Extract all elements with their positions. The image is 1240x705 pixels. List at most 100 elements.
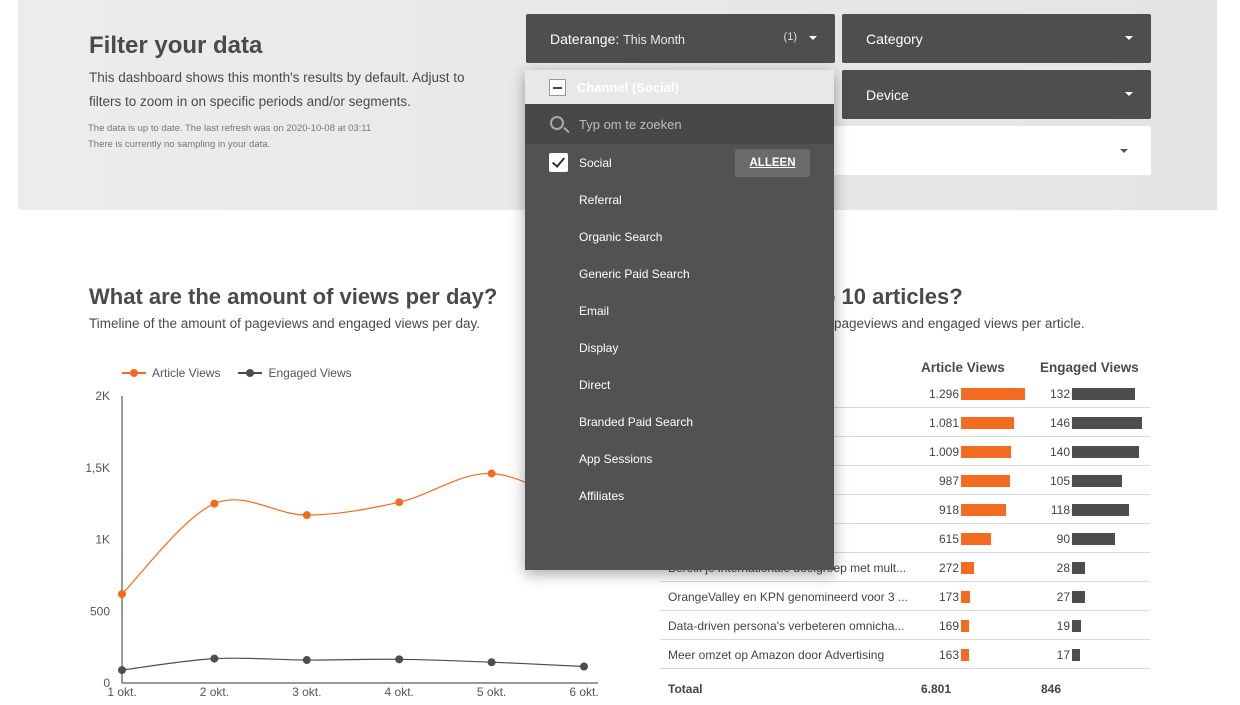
device-label: Device xyxy=(866,87,909,103)
checkbox-checked-icon[interactable] xyxy=(549,153,568,172)
table-row[interactable]: Meer omzet op Amazon door Advertising 163… xyxy=(660,640,1150,669)
daterange-label: Daterange: This Month xyxy=(550,31,686,47)
data-point xyxy=(210,654,219,663)
col-header-article-views[interactable]: Article Views xyxy=(921,360,1005,375)
engaged-views-cell: 90 xyxy=(1056,532,1070,546)
deselect-all-checkbox[interactable] xyxy=(549,79,566,96)
data-point xyxy=(210,499,219,508)
x-tick-label: 4 okt. xyxy=(385,685,414,699)
article-views-cell: 173 xyxy=(938,590,959,604)
x-tick-label: 1 okt. xyxy=(107,685,136,699)
dropdown-item[interactable]: Organic Search xyxy=(525,218,834,255)
dropdown-item[interactable]: Display xyxy=(525,329,834,366)
chevron-down-icon xyxy=(1125,92,1133,96)
dropdown-item[interactable]: Generic Paid Search xyxy=(525,255,834,292)
channel-control[interactable] xyxy=(834,126,1151,175)
dropdown-item[interactable]: Email xyxy=(525,292,834,329)
legend-item-engaged-views[interactable]: Engaged Views xyxy=(238,366,352,380)
dropdown-item-label: Branded Paid Search xyxy=(579,415,694,429)
article-views-bar xyxy=(961,446,1011,458)
legend-swatch xyxy=(122,369,146,377)
table-row[interactable]: OrangeValley en KPN genomineerd voor 3 .… xyxy=(660,582,1150,611)
dropdown-item-label: Referral xyxy=(579,193,622,207)
dropdown-item[interactable]: Branded Paid Search xyxy=(525,403,834,440)
search-icon xyxy=(550,116,564,130)
engaged-views-cell: 105 xyxy=(1049,474,1070,488)
article-views-cell: 169 xyxy=(938,619,959,633)
dropdown-item[interactable]: Direct xyxy=(525,366,834,403)
data-point xyxy=(395,498,404,507)
legend-label: Article Views xyxy=(152,366,221,380)
table-row[interactable]: Data-driven persona's verbeteren omnicha… xyxy=(660,611,1150,640)
views-line-chart: 0 500 1K 1,5K 2K 1 okt. 2 okt. 3 okt. 4 okt. 5 ok… xyxy=(85,389,598,699)
dropdown-item[interactable]: Referral xyxy=(525,181,834,218)
engaged-views-cell: 140 xyxy=(1049,445,1070,459)
y-tick-label: 2K xyxy=(95,389,110,403)
engaged-views-bar xyxy=(1072,504,1129,516)
article-views-cell: 1.009 xyxy=(928,445,959,459)
article-views-bar xyxy=(961,417,1015,429)
device-control[interactable]: Device xyxy=(842,70,1151,119)
y-tick-label: 0 xyxy=(103,676,110,690)
category-label: Category xyxy=(866,31,923,47)
engaged-views-cell: 132 xyxy=(1049,387,1070,401)
daterange-value: This Month xyxy=(623,33,686,47)
category-control[interactable]: Category xyxy=(842,14,1151,63)
article-cell: Meer omzet op Amazon door Advertising xyxy=(668,648,885,662)
data-point xyxy=(580,662,588,671)
data-point xyxy=(395,655,404,664)
article-views-cell: 615 xyxy=(938,532,959,546)
col-header-engaged-views[interactable]: Engaged Views xyxy=(1040,360,1139,375)
daterange-control[interactable]: Daterange: This Month (1) xyxy=(526,14,835,63)
data-point xyxy=(118,590,126,599)
dropdown-item[interactable]: Affiliates xyxy=(525,477,834,514)
engaged-views-bar xyxy=(1072,533,1116,545)
legend-item-article-views[interactable]: Article Views xyxy=(122,366,220,380)
total-label: Totaal xyxy=(668,682,703,696)
article-views-cell: 918 xyxy=(938,503,959,517)
only-button[interactable]: ALLEEN xyxy=(735,149,810,177)
engaged-views-cell: 118 xyxy=(1050,503,1070,517)
article-views-bar xyxy=(961,388,1025,400)
filter-note: The data is up to date. The last refresh… xyxy=(88,121,371,153)
series-line-article-views xyxy=(121,472,585,595)
engaged-views-bar xyxy=(1072,417,1142,429)
article-views-bar xyxy=(961,562,975,574)
dropdown-header[interactable]: Channel (Social) xyxy=(525,70,834,104)
article-views-cell: 987 xyxy=(938,474,959,488)
dropdown-item-label: Display xyxy=(579,341,619,355)
articles-section-subtitle: pageviews and engaged views per article. xyxy=(834,316,1085,331)
dropdown-item[interactable]: App Sessions xyxy=(525,440,834,477)
filter-title: Filter your data xyxy=(89,32,263,59)
engaged-views-bar xyxy=(1072,620,1082,632)
article-views-cell: 163 xyxy=(938,648,959,662)
dropdown-item-label: Organic Search xyxy=(579,230,663,244)
dropdown-item-label: App Sessions xyxy=(579,452,653,466)
article-cell: OrangeValley en KPN genomineerd voor 3 .… xyxy=(668,590,908,604)
dropdown-item[interactable]: Social ALLEEN xyxy=(525,144,834,181)
y-tick-label: 1K xyxy=(95,533,110,547)
data-point xyxy=(487,658,496,667)
legend-swatch xyxy=(238,369,263,377)
chevron-down-icon xyxy=(809,36,817,40)
dropdown-item-label: Direct xyxy=(579,378,611,392)
total-engaged-views: 846 xyxy=(1041,682,1062,696)
chevron-down-icon xyxy=(1120,149,1128,153)
engaged-views-bar xyxy=(1072,388,1136,400)
engaged-views-cell: 146 xyxy=(1049,416,1070,430)
dropdown-search-input[interactable] xyxy=(579,117,809,132)
x-tick-label: 2 okt. xyxy=(200,685,229,699)
data-point xyxy=(487,469,496,478)
dropdown-item-label: Affiliates xyxy=(579,489,625,503)
sampling-note: There is currently no sampling in your d… xyxy=(88,139,271,150)
engaged-views-cell: 19 xyxy=(1056,619,1070,633)
article-views-cell: 272 xyxy=(938,561,959,575)
dropdown-item-label: Generic Paid Search xyxy=(579,267,690,281)
x-tick-label: 5 okt. xyxy=(477,685,506,699)
engaged-views-bar xyxy=(1072,475,1123,487)
series-line-engaged-views xyxy=(121,657,585,671)
engaged-views-cell: 27 xyxy=(1056,590,1070,604)
engaged-views-bar xyxy=(1072,649,1081,661)
total-article-views: 6.801 xyxy=(921,682,952,696)
x-tick-label: 6 okt. xyxy=(569,685,598,699)
